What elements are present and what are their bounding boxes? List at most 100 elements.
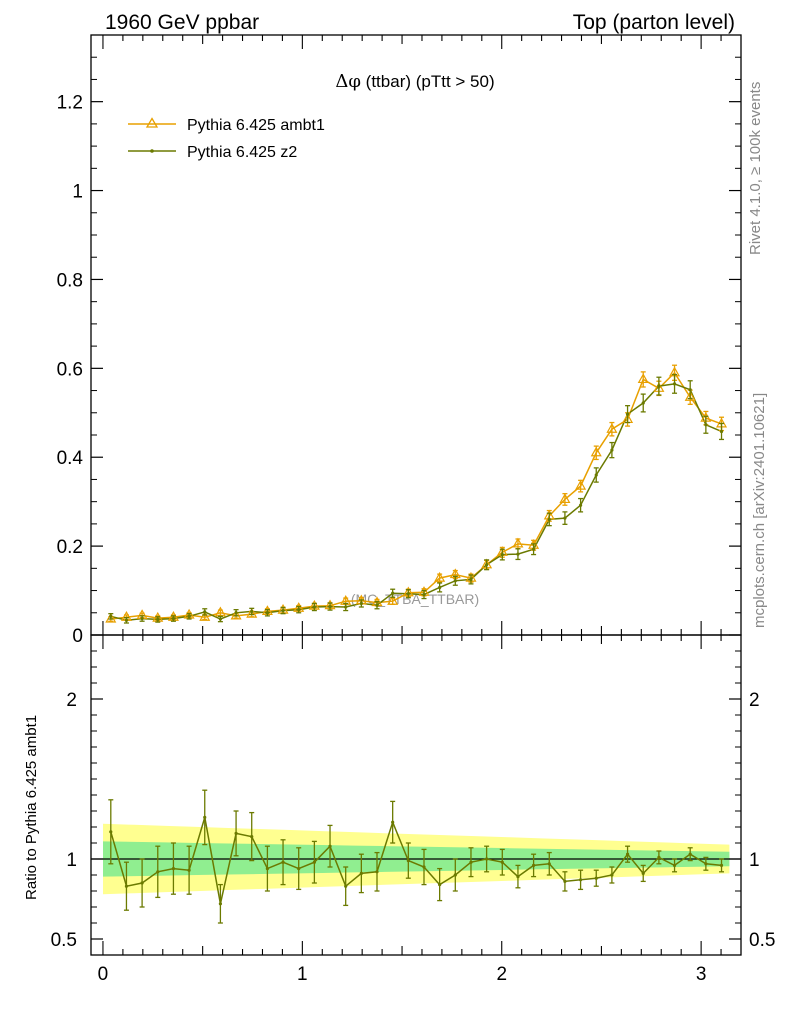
data-point-ambt1-26	[512, 537, 524, 548]
x-tick-labels: 0 1 2 3	[98, 964, 707, 985]
ratio-data-point-4	[171, 867, 176, 871]
data-point-z2-11	[281, 608, 285, 613]
data-point-z2-27	[531, 547, 536, 551]
main-y-tick-label: 0.4	[57, 448, 84, 469]
main-y-tick-label: 0.8	[57, 270, 83, 291]
data-point-ambt1-21	[434, 571, 446, 582]
main-panel: (MC_TTBA_TTBAR) 0 0.2 0.4 0.6 0.8 1 1.2 Δφ (tt…	[57, 34, 742, 647]
ratio-data-point-6	[203, 815, 207, 820]
x-tick-label: 3	[696, 964, 707, 985]
ratio-data-point-23	[469, 860, 473, 864]
ratio-y-tick-label-left: 1	[66, 850, 77, 871]
data-point-z2-12	[297, 608, 301, 612]
ratio-data-point-7	[218, 902, 223, 906]
ratio-data-point-3	[156, 870, 160, 874]
data-point-z2-18	[391, 591, 395, 595]
ratio-data-point-16	[359, 871, 363, 876]
data-point-z2-1	[124, 618, 129, 622]
ratio-y-tick-label-left: 2	[66, 690, 77, 711]
legend-ambt1-label: Pythia 6.425 ambt1	[187, 117, 325, 134]
ratio-data-point-0	[109, 830, 113, 834]
data-point-z2-30	[578, 503, 583, 507]
ratio-y-tick-label-right: 1	[749, 850, 760, 871]
ratio-plot-frame	[90, 634, 742, 956]
ratio-data-point-33	[625, 852, 630, 856]
main-y-tick-labels: 0 0.2 0.4 0.6 0.8 1 1.2	[57, 93, 84, 647]
data-point-z2-34	[641, 401, 645, 405]
main-y-tick-label: 1.2	[57, 93, 83, 114]
main-y-tick-label: 0.2	[57, 537, 83, 558]
main-marks	[105, 364, 728, 624]
ratio-data-point-37	[688, 852, 692, 856]
ratio-data-point-9	[250, 835, 254, 839]
ratio-data-point-20	[422, 865, 426, 869]
ratio-data-point-35	[657, 855, 661, 860]
data-point-ambt1-34	[637, 373, 649, 384]
main-y-tick-label: 0	[72, 626, 83, 647]
main-plot-title: Δφ (ttbar) (pTtt > 50)	[335, 71, 494, 92]
ratio-data-point-27	[531, 863, 536, 868]
ratio-y-tick-label-right: 0.5	[749, 930, 775, 951]
ratio-data-point-13	[312, 860, 316, 864]
main-watermark: (MC_TTBA_TTBAR)	[351, 591, 479, 607]
ratio-data-point-26	[516, 875, 520, 879]
data-point-z2-29	[563, 516, 567, 520]
ratio-data-point-17	[375, 870, 379, 874]
data-point-ambt1-32	[606, 422, 618, 433]
ratio-data-point-18	[391, 820, 395, 824]
ratio-data-point-34	[641, 871, 645, 876]
ratio-data-point-36	[672, 863, 677, 868]
ratio-data-point-24	[485, 857, 489, 861]
data-point-z2-28	[547, 517, 551, 522]
data-point-ambt1-37	[684, 390, 696, 401]
main-y-tick-label: 1	[72, 182, 83, 203]
ratio-data-point-2	[140, 881, 144, 885]
main-y-tick-label: 0.6	[57, 359, 83, 380]
ratio-data-point-31	[594, 876, 598, 880]
ratio-data-point-5	[187, 868, 191, 872]
ratio-data-point-30	[578, 878, 583, 882]
data-point-z2-16	[359, 601, 363, 606]
legend-z2-label: Pythia 6.425 z2	[187, 144, 297, 161]
data-point-z2-33	[625, 412, 630, 416]
ratio-data-point-1	[124, 884, 129, 888]
data-point-z2-35	[657, 384, 661, 388]
header-left-title: 1960 GeV ppbar	[105, 11, 259, 34]
x-tick-label: 2	[496, 964, 507, 985]
data-point-z2-17	[375, 603, 379, 607]
data-point-ambt1-8	[230, 609, 242, 620]
ratio-ticks	[91, 635, 741, 955]
rivet-side-label: Rivet 4.1.0, ≥ 100k events	[747, 82, 764, 255]
data-point-z2-13	[312, 605, 316, 609]
legend-ambt1-marker	[145, 117, 159, 128]
ratio-marks	[91, 789, 741, 924]
ratio-data-point-22	[453, 873, 457, 877]
data-point-z2-2	[140, 616, 144, 621]
ratio-data-point-14	[328, 844, 332, 848]
data-point-ambt1-30	[575, 479, 587, 490]
data-point-z2-23	[469, 577, 473, 582]
ratio-data-point-21	[438, 883, 442, 887]
data-point-z2-4	[171, 616, 176, 621]
legend-z2-marker	[150, 149, 154, 153]
series-line-0	[110, 371, 722, 620]
ratio-data-point-11	[281, 860, 285, 864]
data-point-ambt1-0	[105, 612, 117, 623]
ratio-data-point-39	[719, 863, 724, 868]
ratio-series-line	[110, 817, 722, 904]
watermark-label: (MC_TTBA_TTBAR)	[351, 591, 479, 607]
data-point-z2-22	[453, 579, 457, 583]
data-point-ambt1-6	[199, 610, 211, 621]
ratio-y-tick-label-left: 0.5	[51, 930, 77, 951]
data-point-z2-19	[406, 592, 410, 596]
ratio-data-point-8	[234, 831, 238, 836]
data-point-z2-5	[187, 614, 191, 618]
ratio-data-point-10	[265, 867, 269, 871]
ratio-data-point-28	[547, 862, 551, 866]
data-point-z2-32	[610, 448, 614, 452]
data-point-z2-6	[203, 610, 207, 614]
data-point-z2-39	[719, 429, 724, 434]
ratio-data-point-25	[500, 860, 504, 864]
ratio-data-point-12	[297, 867, 301, 871]
